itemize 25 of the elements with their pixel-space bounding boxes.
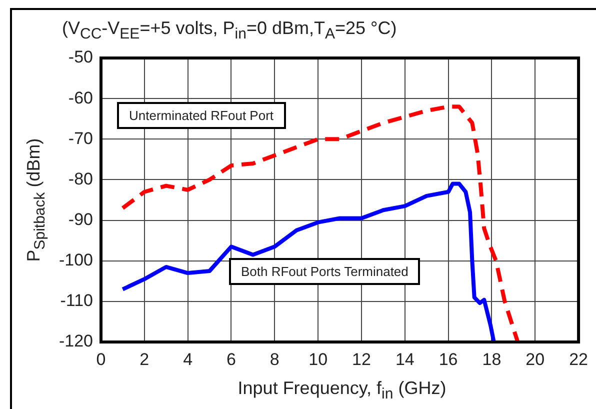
x-tick-label: 14: [395, 350, 414, 369]
x-tick-label: 18: [482, 350, 502, 369]
x-axis-title: Input Frequency, f$_{in}$ (GHz): [238, 378, 446, 403]
y-tick-label: -110: [60, 291, 93, 310]
y-tick-label: -80: [68, 169, 93, 188]
chart-title: (V$_{CC}$-V$_{EE}$=+5 volts, P$_{in}$=0 dBm,T$_{A}$=25 °C): [62, 18, 397, 43]
x-tick-label: 6: [226, 350, 236, 369]
x-tick-label: 20: [526, 350, 545, 369]
x-tick-label: 4: [183, 350, 193, 369]
annotation: Unterminated RFout Port: [117, 102, 286, 129]
x-tick-label: 22: [569, 350, 588, 369]
x-tick-label: 10: [308, 350, 328, 369]
y-tick-label: -60: [68, 88, 93, 108]
y-tick-label: -90: [68, 210, 93, 229]
x-tick-label: 2: [140, 350, 150, 369]
y-tick-label: -100: [58, 250, 93, 270]
x-tick-label: 12: [352, 350, 371, 369]
annotation: Both RFout Ports Terminated: [229, 258, 420, 285]
line-series: [120, 104, 520, 342]
x-tick-label: 8: [270, 350, 280, 369]
x-tick-label: 0: [96, 350, 106, 369]
y-tick-label: -120: [58, 332, 93, 351]
y-tick-label: -50: [68, 48, 93, 67]
x-tick-label: 16: [438, 350, 458, 369]
y-tick-label: -70: [68, 128, 93, 148]
